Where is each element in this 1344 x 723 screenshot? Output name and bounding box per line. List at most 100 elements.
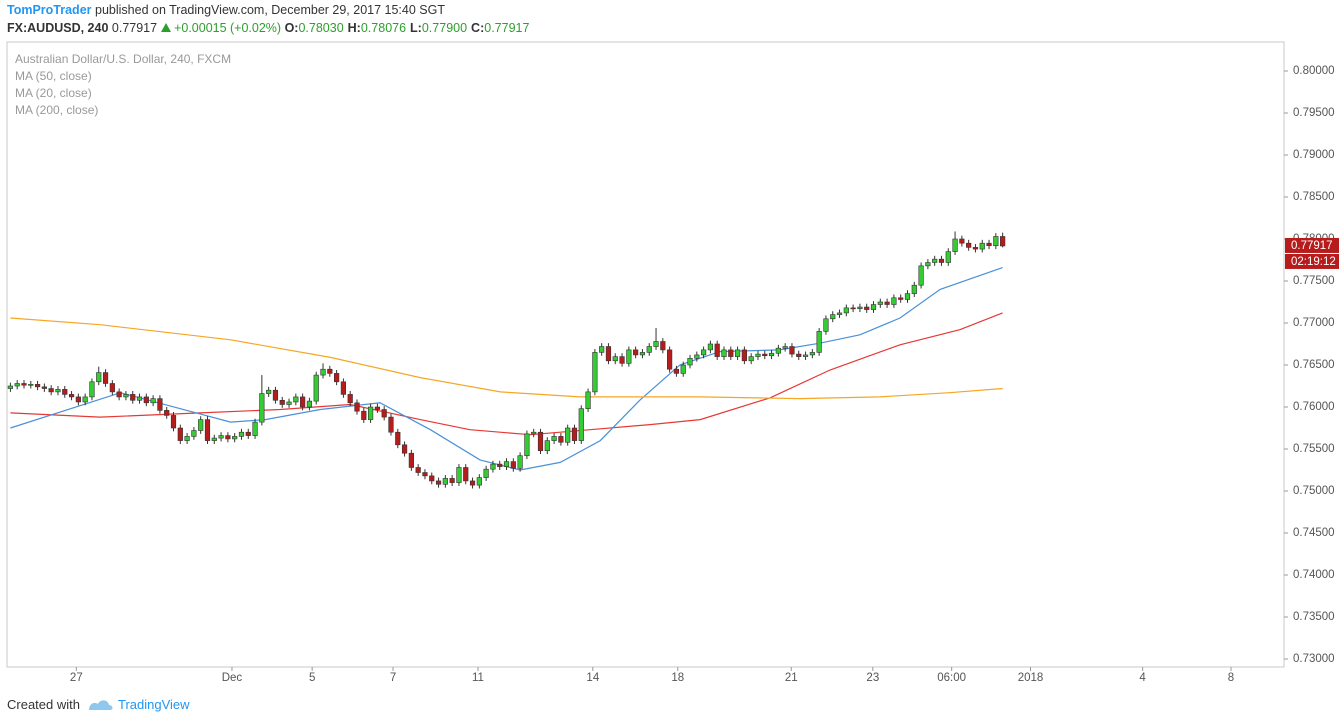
candle-body [89, 381, 95, 398]
candle-body [755, 353, 761, 357]
candle [266, 386, 272, 397]
x-tick-label: 14 [586, 672, 599, 684]
candle [204, 416, 211, 444]
candle-body [517, 455, 523, 469]
candle [721, 346, 727, 360]
candle-body [21, 383, 27, 386]
brand[interactable]: TradingView [117, 697, 190, 712]
candle [531, 428, 537, 438]
candle-body [327, 368, 333, 374]
ohlc-label: C: [471, 21, 485, 35]
candle-body [707, 343, 714, 351]
candle-body [415, 467, 421, 473]
candle-body [619, 356, 625, 364]
candle [571, 424, 578, 444]
candle [510, 458, 516, 472]
ohlc-label: L: [410, 21, 422, 35]
candle [728, 346, 734, 360]
candle-body [476, 477, 482, 486]
ma-line [10, 312, 1003, 436]
candle [836, 309, 843, 318]
candle [633, 346, 639, 359]
ohlc-values: O:0.78030 H:0.78076 L:0.77900 C:0.77917 [285, 21, 534, 35]
candle-body [904, 293, 911, 300]
legend-entry: MA (20, close) [15, 86, 92, 100]
candle-body [361, 410, 367, 420]
candle-body [571, 427, 578, 441]
candle-body [823, 318, 829, 332]
candle-body [28, 384, 34, 386]
candle-body [157, 398, 163, 411]
published: published on TradingView.com, December 2… [95, 3, 445, 17]
candle [225, 432, 231, 443]
candle [388, 413, 394, 436]
candle [259, 375, 265, 426]
candle [891, 294, 897, 308]
candle-body [143, 396, 149, 404]
candle-body [1000, 236, 1006, 247]
candle [374, 403, 380, 413]
last-price: 0.77917 [111, 21, 158, 35]
x-tick-label: 06:00 [937, 672, 966, 684]
candle [245, 428, 251, 439]
candle-body [300, 396, 306, 408]
candle-body [667, 349, 673, 370]
candle-body [490, 463, 496, 470]
candle [544, 437, 550, 455]
candle [177, 424, 183, 444]
candle-body [116, 391, 122, 398]
candle [41, 383, 47, 392]
candle [300, 393, 306, 411]
candle [82, 393, 88, 406]
candle [442, 475, 448, 488]
candle-body [782, 346, 788, 349]
y-tick-label: 0.79000 [1293, 149, 1335, 161]
candle [157, 395, 163, 414]
last-price-box [1285, 237, 1339, 253]
candle [857, 303, 863, 313]
y-tick-label: 0.78500 [1293, 191, 1335, 203]
y-tick-label: 0.73000 [1293, 653, 1335, 665]
candle [150, 395, 156, 407]
candle [313, 371, 319, 405]
candle [789, 343, 795, 358]
candle [395, 428, 401, 449]
candle-body [592, 352, 598, 393]
candle-body [748, 356, 754, 362]
candle-body [109, 383, 115, 393]
candle [198, 416, 204, 434]
candle [48, 385, 54, 396]
candle-body [483, 468, 489, 478]
candle [932, 255, 938, 266]
candle [422, 469, 428, 480]
author[interactable]: TomProTrader [7, 3, 92, 17]
ohlc-value: 0.78030 [298, 21, 344, 35]
candle [109, 380, 115, 396]
candle [21, 380, 27, 389]
candle-body [789, 346, 795, 355]
candle-body [367, 406, 374, 420]
candle [116, 388, 122, 401]
y-tick-label: 0.77000 [1293, 317, 1335, 329]
candle-body [381, 409, 387, 418]
ohlc-value: 0.78076 [360, 21, 407, 35]
candle-body [633, 349, 639, 356]
candle-body [877, 301, 883, 305]
candle-body [870, 304, 877, 310]
candle [164, 407, 170, 419]
change: +0.00015 (+0.02%) [174, 21, 282, 35]
candle [687, 354, 693, 369]
candle-body [75, 396, 81, 403]
logo [88, 699, 113, 710]
x-tick-label: 2018 [1018, 672, 1044, 684]
candle-body [503, 461, 510, 467]
candle [911, 281, 917, 297]
candle-body [347, 394, 353, 404]
y-tick-label: 0.79500 [1293, 107, 1335, 119]
candle-body [184, 436, 190, 441]
candle [184, 433, 190, 444]
candle-body [986, 242, 992, 247]
candle [741, 346, 747, 365]
candle [823, 315, 829, 335]
candle-body [306, 400, 313, 408]
